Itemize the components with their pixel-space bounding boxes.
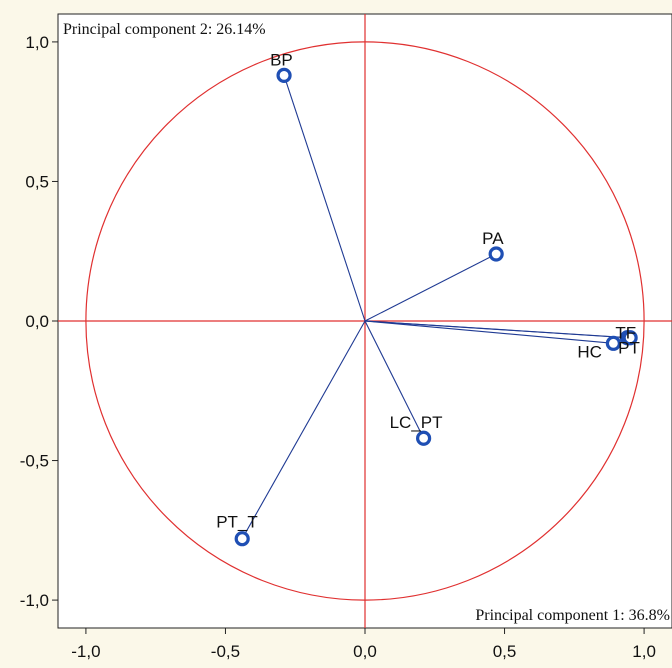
y-tick-label: -1,0 bbox=[20, 591, 49, 610]
loading-marker-pt bbox=[622, 330, 638, 346]
loading-vector-pt bbox=[364, 320, 631, 339]
x-tick-label: -1,0 bbox=[71, 642, 100, 661]
loading-label-tf: TF bbox=[615, 324, 636, 343]
x-tick-label: -0,5 bbox=[211, 642, 240, 661]
loading-label-pt: PT bbox=[618, 339, 640, 358]
x-tick-label: 0,5 bbox=[493, 642, 517, 661]
loading-vector-bp bbox=[283, 75, 366, 322]
loading-marker-bp bbox=[276, 67, 292, 84]
loading-marker-pt-t bbox=[234, 531, 250, 547]
loading-marker-hc bbox=[605, 335, 621, 351]
pc2-axis-label: Principal component 2: 26.14% bbox=[63, 21, 266, 38]
y-tick-label: 0,0 bbox=[25, 312, 49, 331]
loading-vector-lc-pt bbox=[364, 320, 425, 439]
pc1-axis-label: Principal component 1: 36.8% bbox=[475, 607, 670, 624]
loading-vector-hc bbox=[364, 320, 614, 344]
loading-marker-lc-pt bbox=[416, 430, 432, 446]
loading-label-bp: BP bbox=[270, 50, 293, 69]
loading-markers bbox=[234, 67, 638, 547]
loading-label-pa: PA bbox=[482, 229, 504, 248]
loading-vectors bbox=[241, 75, 631, 539]
x-tick-label: 0,0 bbox=[353, 642, 377, 661]
x-tick-label: 1,0 bbox=[632, 642, 656, 661]
y-tick-label: -0,5 bbox=[20, 452, 49, 471]
loading-marker-pa bbox=[488, 246, 504, 262]
y-tick-label: 1,0 bbox=[25, 33, 49, 52]
axis-ticks: -1,0 -0,5 0,0 0,5 1,0 1,0 0,5 0,0 -0,5 -1,0 bbox=[20, 33, 656, 661]
loading-vector-pa bbox=[364, 253, 497, 322]
loading-label-hc: HC bbox=[577, 342, 602, 361]
y-tick-label: 0,5 bbox=[25, 172, 49, 191]
loading-vector-pt-t bbox=[241, 320, 366, 539]
loading-label-lc-pt: LC_PT bbox=[390, 413, 443, 432]
loading-label-pt-t: PT_T bbox=[216, 513, 258, 532]
